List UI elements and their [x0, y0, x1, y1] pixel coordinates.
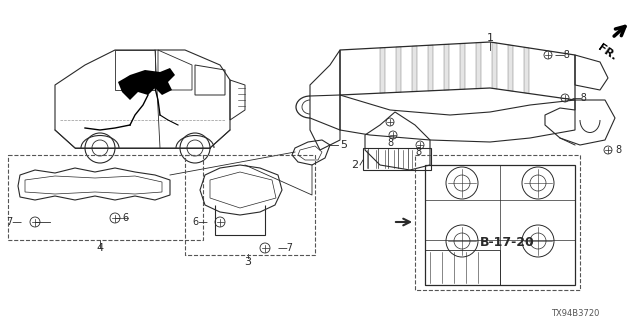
Bar — [8, 155, 203, 240]
Text: —7: —7 — [278, 243, 294, 253]
Polygon shape — [460, 43, 465, 89]
Text: B-17-20: B-17-20 — [479, 236, 534, 249]
Text: 1: 1 — [486, 33, 493, 43]
Polygon shape — [444, 44, 449, 90]
Text: 8: 8 — [387, 138, 393, 148]
Polygon shape — [412, 46, 417, 92]
Bar — [363, 148, 431, 170]
Polygon shape — [380, 48, 385, 93]
Bar — [185, 155, 315, 255]
Polygon shape — [396, 47, 401, 92]
Text: 8: 8 — [615, 145, 621, 155]
Text: TX94B3720: TX94B3720 — [551, 308, 599, 317]
Bar — [415, 155, 580, 290]
Text: —8: —8 — [572, 93, 588, 103]
Text: —8: —8 — [555, 50, 571, 60]
Text: 8: 8 — [415, 147, 421, 157]
Polygon shape — [492, 42, 497, 89]
Text: 6—: 6— — [192, 217, 208, 227]
Text: 6: 6 — [122, 213, 128, 223]
Text: FR.: FR. — [596, 42, 618, 62]
Polygon shape — [118, 68, 175, 100]
Text: 7—: 7— — [6, 217, 22, 227]
Polygon shape — [428, 45, 433, 91]
Text: 4: 4 — [97, 243, 104, 253]
Polygon shape — [508, 45, 513, 91]
Text: 3: 3 — [244, 257, 252, 267]
Polygon shape — [524, 47, 529, 93]
Polygon shape — [476, 43, 481, 89]
Text: 5: 5 — [340, 140, 347, 150]
Bar — [425, 250, 500, 285]
Text: 2: 2 — [351, 160, 358, 170]
